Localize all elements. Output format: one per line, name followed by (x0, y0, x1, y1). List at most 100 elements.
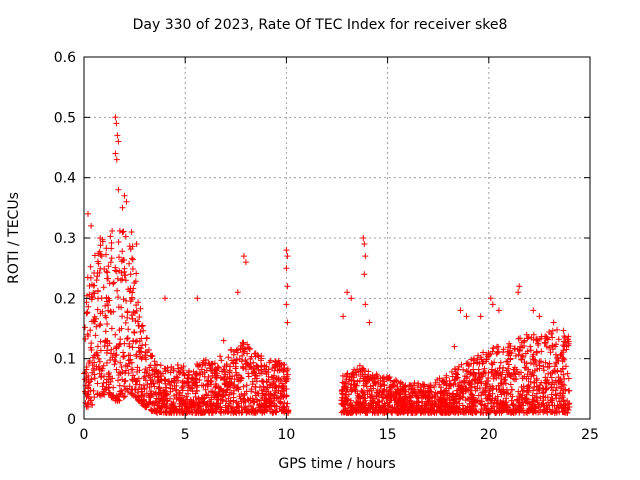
data-point (339, 379, 346, 386)
data-point (500, 388, 507, 395)
data-point (382, 391, 388, 398)
data-point (113, 156, 120, 163)
data-point (149, 376, 156, 383)
data-point (487, 295, 494, 302)
data-point (283, 301, 290, 308)
data-point (550, 367, 557, 374)
data-point (283, 373, 290, 380)
data-point (204, 381, 211, 388)
data-point (136, 367, 143, 374)
data-point (140, 396, 147, 403)
data-point (284, 400, 291, 407)
data-point (374, 387, 381, 394)
y-tick-label: 0.2 (54, 291, 76, 307)
data-point (480, 389, 487, 395)
data-point (276, 360, 283, 366)
data-point (419, 408, 426, 415)
data-point (482, 384, 489, 391)
data-point (463, 373, 470, 380)
data-point (138, 385, 145, 392)
data-point (548, 374, 555, 381)
data-point (220, 366, 227, 373)
data-point (505, 370, 512, 377)
y-tick-label: 0.4 (54, 171, 76, 187)
data-point (147, 406, 154, 413)
data-point (198, 366, 205, 373)
data-point (208, 403, 215, 410)
data-point (349, 407, 356, 414)
data-point (551, 402, 558, 409)
data-point (104, 321, 111, 327)
data-point (557, 390, 564, 396)
data-point (392, 408, 399, 415)
data-point (167, 382, 174, 388)
data-point (497, 359, 504, 366)
data-point (91, 359, 98, 366)
data-point (175, 368, 182, 375)
data-point (503, 402, 510, 409)
data-point (460, 378, 467, 385)
data-point (476, 385, 483, 392)
data-point (561, 382, 568, 389)
data-point (344, 289, 351, 296)
data-point (481, 365, 488, 372)
data-point (102, 328, 109, 335)
data-point (393, 378, 400, 385)
data-point (266, 402, 273, 409)
data-point (549, 327, 556, 334)
data-point (510, 402, 517, 409)
data-point (97, 235, 104, 241)
data-point (251, 369, 258, 376)
data-point (364, 407, 371, 414)
data-point (536, 359, 543, 365)
data-point (530, 356, 537, 363)
data-point (517, 335, 524, 342)
data-point (260, 383, 267, 390)
data-point (409, 400, 415, 407)
data-point (217, 353, 224, 360)
data-point (446, 383, 453, 389)
data-point (352, 386, 359, 393)
data-point (444, 400, 450, 407)
data-point (242, 357, 249, 363)
data-point (250, 366, 257, 372)
data-point (524, 410, 531, 416)
data-point (415, 404, 421, 411)
data-point (173, 382, 180, 389)
data-point (399, 381, 406, 388)
data-point (278, 408, 285, 415)
data-point (491, 359, 498, 366)
data-point (510, 410, 517, 416)
data-point (495, 307, 502, 314)
data-point (82, 369, 89, 376)
data-point (512, 352, 519, 359)
data-point (192, 394, 199, 400)
data-point (562, 386, 569, 393)
data-point (137, 328, 144, 335)
data-point (224, 408, 231, 415)
data-point (125, 370, 132, 377)
data-point (157, 362, 164, 369)
data-point (505, 390, 512, 397)
data-point (443, 374, 450, 381)
data-point (253, 378, 260, 385)
data-point (97, 242, 104, 249)
data-point (184, 375, 191, 381)
data-point (489, 301, 496, 308)
y-tick-label: 0.5 (54, 110, 76, 126)
data-point (96, 248, 103, 255)
data-point (84, 309, 91, 316)
data-point (233, 404, 240, 411)
data-point (452, 366, 459, 373)
data-point (509, 386, 515, 393)
data-point (214, 364, 221, 370)
data-point (119, 276, 126, 283)
data-point (356, 362, 363, 369)
data-point (543, 333, 550, 340)
data-point (94, 258, 101, 265)
data-point (536, 313, 543, 320)
data-point (129, 255, 135, 262)
data-point (281, 400, 288, 406)
data-point (441, 378, 448, 385)
data-point (561, 356, 568, 363)
